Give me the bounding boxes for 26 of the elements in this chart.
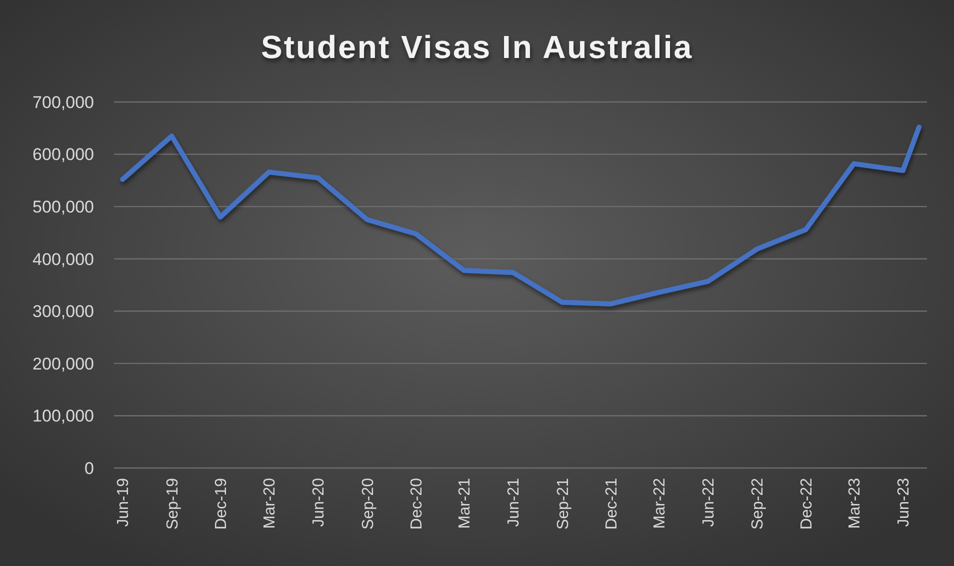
- x-tick-label: Dec-19: [212, 478, 230, 530]
- x-tick-label: Mar-23: [846, 478, 864, 529]
- x-tick-label: Mar-21: [456, 478, 474, 529]
- x-tick-label: Sep-20: [360, 478, 377, 530]
- y-tick-label: 600,000: [32, 145, 94, 164]
- x-tick-label: Jun-19: [115, 478, 132, 527]
- x-tick-label: Jun-22: [700, 478, 718, 527]
- x-tick-label: Jun-21: [506, 478, 523, 527]
- x-tick-label: Sep-19: [164, 478, 182, 530]
- y-tick-label: 100,000: [32, 406, 94, 426]
- y-tick-label: 300,000: [32, 302, 94, 322]
- x-tick-label: Sep-21: [554, 478, 572, 530]
- x-tick-label: Dec-22: [798, 478, 816, 530]
- x-tick-label: Jun-23: [896, 478, 913, 527]
- x-tick-label: Jun-20: [310, 478, 328, 527]
- y-tick-label: 700,000: [32, 92, 94, 112]
- y-tick-label: 200,000: [32, 354, 94, 374]
- x-tick-label: Mar-20: [262, 478, 279, 529]
- x-tick-label: Dec-21: [603, 478, 620, 530]
- x-tick-label: Sep-22: [750, 478, 767, 530]
- x-tick-label: Mar-22: [651, 478, 668, 529]
- x-tick-label: Dec-20: [408, 478, 426, 530]
- y-tick-label: 500,000: [32, 198, 94, 217]
- chart-title: Student Visas In Australia: [261, 29, 693, 65]
- y-tick-label: 0: [84, 458, 94, 478]
- y-tick-label: 400,000: [32, 250, 94, 269]
